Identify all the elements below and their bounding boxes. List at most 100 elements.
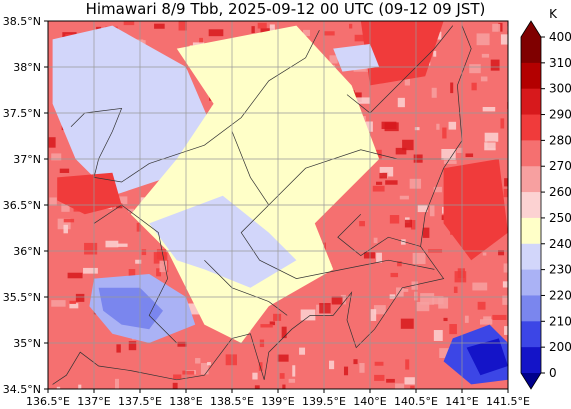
lon-tick-label: 140.5°E bbox=[394, 395, 438, 408]
texture-speckle bbox=[464, 315, 469, 323]
texture-speckle bbox=[359, 221, 365, 227]
colorbar-label: 0 bbox=[549, 366, 557, 380]
texture-speckle bbox=[154, 23, 165, 29]
texture-speckle bbox=[410, 220, 416, 230]
texture-speckle bbox=[441, 148, 456, 161]
texture-speckle bbox=[449, 324, 457, 335]
texture-speckle bbox=[483, 316, 492, 321]
texture-speckle bbox=[354, 34, 367, 42]
texture-speckle bbox=[376, 252, 382, 263]
colorbar-label: 230 bbox=[549, 263, 571, 277]
colorbar-segment bbox=[521, 269, 541, 296]
lon-tick-label: 137°E bbox=[77, 395, 110, 408]
texture-speckle bbox=[63, 218, 75, 223]
texture-speckle bbox=[504, 178, 508, 187]
region-pocket-220 bbox=[98, 287, 163, 330]
texture-speckle bbox=[48, 137, 56, 148]
texture-speckle bbox=[498, 250, 505, 256]
texture-speckle bbox=[269, 24, 275, 35]
texture-speckle bbox=[123, 21, 135, 26]
colorbar-extend-bottom bbox=[521, 373, 541, 389]
texture-speckle bbox=[373, 305, 386, 315]
texture-speckle bbox=[379, 172, 388, 179]
lon-tick-label: 138°E bbox=[169, 395, 202, 408]
temperature-colorbar: 400 310 300 290 280 270 260 250 240 230 220 210 200 0… bbox=[520, 7, 571, 390]
texture-speckle bbox=[105, 240, 119, 248]
colorbar-segment bbox=[521, 114, 541, 141]
texture-speckle bbox=[414, 127, 420, 131]
lon-tick-label: 139°E bbox=[261, 395, 294, 408]
texture-speckle bbox=[303, 29, 310, 37]
texture-speckle bbox=[331, 296, 343, 305]
texture-speckle bbox=[502, 281, 508, 288]
texture-speckle bbox=[51, 300, 66, 307]
texture-speckle bbox=[482, 252, 487, 256]
texture-speckle bbox=[343, 366, 349, 376]
texture-speckle bbox=[439, 348, 452, 359]
colorbar-segment bbox=[521, 295, 541, 322]
lat-tick-label: 37.5°N bbox=[3, 107, 41, 120]
texture-speckle bbox=[376, 181, 383, 185]
texture-speckle bbox=[359, 363, 365, 373]
texture-speckle bbox=[178, 21, 187, 31]
texture-speckle bbox=[504, 326, 508, 335]
texture-speckle bbox=[409, 178, 422, 189]
texture-speckle bbox=[78, 384, 82, 389]
texture-speckle bbox=[432, 295, 444, 305]
colorbar-extend-top bbox=[521, 21, 541, 37]
lat-tick-label: 34.5°N bbox=[3, 383, 41, 396]
lat-tick-label: 38°N bbox=[13, 61, 41, 74]
texture-speckle bbox=[135, 259, 142, 264]
texture-speckle bbox=[480, 76, 488, 82]
texture-speckle bbox=[159, 260, 168, 273]
texture-speckle bbox=[299, 347, 306, 355]
texture-speckle bbox=[482, 106, 496, 112]
colorbar-segment bbox=[521, 37, 541, 64]
texture-speckle bbox=[456, 147, 463, 153]
texture-speckle bbox=[117, 243, 128, 247]
colorbar-label: 310 bbox=[549, 56, 571, 70]
texture-speckle bbox=[500, 34, 508, 45]
texture-speckle bbox=[83, 267, 98, 274]
texture-speckle bbox=[404, 75, 410, 86]
texture-speckle bbox=[116, 203, 123, 209]
texture-speckle bbox=[128, 269, 136, 280]
texture-speckle bbox=[477, 301, 486, 310]
texture-speckle bbox=[300, 309, 316, 321]
texture-speckle bbox=[182, 370, 195, 375]
texture-speckle bbox=[401, 239, 406, 245]
texture-speckle bbox=[172, 382, 178, 389]
texture-speckle bbox=[252, 372, 258, 380]
texture-speckle bbox=[492, 314, 507, 320]
texture-speckle bbox=[279, 373, 285, 379]
texture-speckle bbox=[405, 359, 410, 370]
texture-speckle bbox=[136, 222, 141, 232]
texture-speckle bbox=[282, 384, 286, 389]
plot-area[interactable] bbox=[47, 20, 519, 397]
colorbar-label: 260 bbox=[549, 185, 571, 199]
colorbar-label: 220 bbox=[549, 288, 571, 302]
texture-speckle bbox=[254, 385, 260, 389]
texture-speckle bbox=[413, 154, 423, 163]
lat-tick-label: 35.5°N bbox=[3, 291, 41, 304]
boundary-honshu-coast-east bbox=[52, 25, 472, 385]
boundary-prefecture-3 bbox=[240, 204, 435, 279]
boundary-prefecture-1 bbox=[93, 204, 178, 344]
colorbar-label: 400 bbox=[549, 30, 571, 44]
texture-speckle bbox=[61, 203, 70, 212]
texture-speckle bbox=[340, 294, 346, 305]
texture-speckle bbox=[251, 26, 255, 34]
colorbar-label: 200 bbox=[549, 340, 571, 354]
texture-speckle bbox=[498, 22, 503, 32]
texture-speckle bbox=[429, 205, 435, 217]
texture-speckle bbox=[349, 23, 353, 29]
texture-speckle bbox=[277, 354, 289, 362]
texture-speckle bbox=[156, 249, 167, 260]
lat-tick-label: 38.5°N bbox=[3, 15, 41, 28]
region-cool-pocket-n bbox=[333, 44, 380, 72]
texture-speckle bbox=[404, 219, 412, 228]
texture-speckle bbox=[200, 363, 209, 375]
texture-speckle bbox=[503, 188, 508, 198]
texture-speckle bbox=[329, 55, 338, 64]
region-east-cold-core bbox=[466, 338, 508, 376]
